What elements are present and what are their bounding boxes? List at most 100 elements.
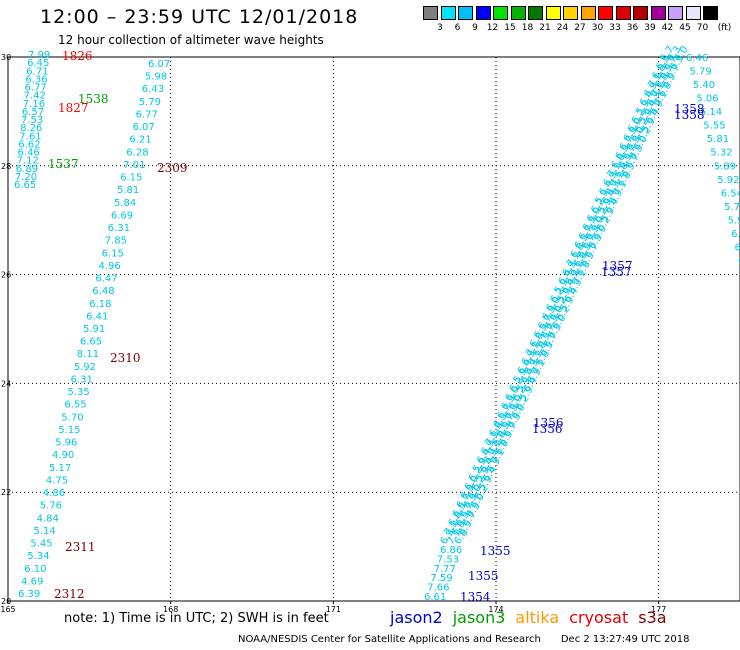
colorbar-cell [598,6,613,20]
swh-value: 7.61 [19,131,41,142]
units-note: note: 1) Time is in UTC; 2) SWH is in fe… [64,611,329,626]
lat-tick-label: 30 [1,53,11,62]
swh-value: 8.11 [77,349,99,360]
swh-value: 5.55 [703,121,725,132]
swh-value: 5.45 [30,539,52,550]
swh-value: 7.01 [123,160,145,171]
colorbar-tick-label: 15 [504,23,516,33]
colorbar-cell [563,6,578,20]
swh-value: 6.31 [108,223,130,234]
map-grid [8,57,740,601]
swh-value: 5.84 [114,198,136,209]
lat-tick-label: 20 [1,597,11,606]
legend-item-jason3: jason3 [452,608,506,627]
lon-tick-label: 171 [326,605,341,614]
swh-value: 5.96 [55,438,77,449]
swh-value: 5.06 [696,94,718,105]
swh-value: 5.34 [27,551,49,562]
swh-value: 5.89 [714,161,736,172]
lon-tick-label: 165 [0,605,15,614]
swh-value: 6.10 [24,564,46,575]
swh-value: 5.92 [717,175,739,186]
colorbar-tick-label: 18 [521,23,534,33]
swh-value: 6.62 [18,139,40,150]
colorbar-tick-label: 45 [679,23,691,33]
colorbar-cell [668,6,683,20]
pass-time-label: 1355 [480,544,511,558]
pass-time-label: 1357 [601,265,632,279]
colorbar-cell [440,6,456,20]
swh-value: 5.14 [34,526,56,537]
pass-time-label: 2311 [65,540,96,554]
axis-ticks: 165 168 171 174 177 20 22 24 26 28 30 [0,53,666,614]
swh-value: 5.98 [145,72,167,83]
swh-value: 4.69 [21,576,43,587]
swh-value: 6.43 [142,84,164,95]
swh-value: 6.48 [92,286,114,297]
pass-time-label: 1355 [468,569,499,583]
colorbar-cell [528,6,543,20]
swh-value: 5.81 [117,185,139,196]
pass-time-label: 2312 [54,587,85,601]
swh-value: 5.32 [710,148,732,159]
swh-value: 6.39 [18,589,40,600]
swh-value: 5.79 [690,67,712,78]
colorbar-cell [493,6,508,20]
pass-time-label: 1356 [533,416,564,430]
colorbar-cell [650,6,666,20]
lon-tick-label: 168 [163,605,178,614]
swh-value: 6.18 [89,299,111,310]
swh-value: 5.70 [61,412,83,423]
colorbar-tick-label: 24 [556,23,569,33]
colorbar-tick-label: 33 [609,23,621,33]
swh-value: 7.20 [15,172,37,183]
colorbar-cell [580,6,596,20]
pass-time-label: 1358 [674,108,705,122]
colorbar-cell [703,6,718,20]
satellite-legend: jason2 jason3 altika cryosat s3a [390,608,677,627]
swh-value: 6.77 [136,110,158,121]
swh-value: 6.36 [25,74,47,85]
swh-value: 7.53 [437,554,459,565]
colorbar-tick-label: 12 [486,23,499,33]
colorbar-tick-label: 30 [591,23,604,33]
pass-time-label: 1357 [602,259,633,273]
swh-value: 6.65 [80,337,102,348]
swh-value: 5.14 [700,107,722,118]
swh-value: 6.21 [129,135,151,146]
lat-tick-label: 28 [1,162,11,171]
swh-value: 6.07 [133,122,155,133]
pass-time-label: 1827 [58,101,89,115]
footer-timestamp: Dec 2 13:27:49 UTC 2018 [560,634,690,645]
colorbar-tick-label: 27 [574,23,586,33]
legend-item-cryosat: cryosat [569,608,629,627]
swh-value: 5.76 [40,501,62,512]
colorbar-tick-label: 3 [437,23,443,33]
colorbar-tick-label: 70 [696,23,709,33]
swh-value: 7.53 [21,115,43,126]
swh-value: 5.81 [707,134,729,145]
swh-value: 6.54 [721,188,740,199]
lat-tick-label: 26 [1,271,11,280]
swh-value: 8.26 [20,123,42,134]
swh-value: 5.40 [693,80,715,91]
swh-value: 7.16 [23,99,45,110]
colorbar-tick-label: 21 [539,23,551,33]
swh-value: 6.65 [14,180,36,191]
colorbar-tick-label: 9 [472,23,478,33]
pass-time-label: 1358 [674,102,705,116]
swh-value: 7.85 [105,236,127,247]
swh-value: 5.15 [58,425,80,436]
swh-value: 5.17 [49,463,71,474]
map-frame [7,56,740,602]
swh-value: 6.46 [18,148,40,159]
swh-value: 4.75 [46,475,68,486]
lat-tick-label: 24 [1,379,11,388]
swh-value: 4.90 [52,450,74,461]
swh-value: 7.42 [24,91,46,102]
swh-value: 6.71 [26,66,48,77]
swh-value: 5.91 [83,324,105,335]
